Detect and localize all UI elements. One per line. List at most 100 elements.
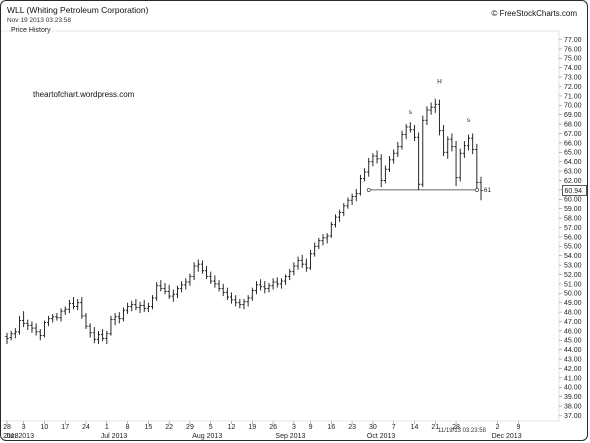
x-tick-label: 1 bbox=[105, 424, 109, 431]
y-tick-label: 51.00 bbox=[564, 281, 582, 288]
ohlc-bar bbox=[192, 262, 196, 281]
timestamp-label: 11/19/13 03:23:58 bbox=[438, 428, 487, 434]
y-tick-label: 77.00 bbox=[564, 37, 582, 44]
ohlc-bar bbox=[441, 125, 446, 157]
ohlc-bar bbox=[475, 143, 479, 189]
ohlc-bar bbox=[184, 278, 188, 290]
month-label: Aug 2013 bbox=[192, 433, 222, 440]
ohlc-bar bbox=[171, 289, 175, 302]
ohlc-bar bbox=[38, 329, 42, 341]
ohlc-bar bbox=[313, 242, 317, 257]
x-tick-label: 2 bbox=[496, 424, 500, 431]
ohlc-bar bbox=[242, 298, 246, 310]
ohlc-bar bbox=[404, 124, 408, 140]
pattern-label: H bbox=[437, 79, 442, 86]
ohlc-bar bbox=[254, 281, 259, 295]
y-tick-label: 46.00 bbox=[564, 328, 582, 335]
month-label: Jun 2013 bbox=[5, 433, 34, 440]
ohlc-bar bbox=[71, 297, 76, 310]
ohlc-bar bbox=[9, 330, 13, 341]
ohlc-bar bbox=[437, 99, 442, 136]
ohlc-bar bbox=[101, 329, 105, 342]
copyright-label: © FreeStockCharts.com bbox=[491, 9, 577, 18]
y-tick-label: 66.00 bbox=[564, 140, 582, 147]
ohlc-bar bbox=[292, 262, 296, 276]
ohlc-bar bbox=[63, 306, 67, 315]
y-tick-label: 70.00 bbox=[564, 103, 582, 110]
month-label: Sep 2013 bbox=[275, 433, 305, 440]
y-tick-label: 45.00 bbox=[564, 338, 582, 345]
y-tick-label: 56.00 bbox=[564, 234, 582, 241]
ohlc-bar bbox=[417, 132, 421, 190]
ohlc-bar bbox=[263, 281, 267, 294]
ohlc-bar bbox=[462, 141, 466, 158]
ohlc-bar bbox=[67, 299, 71, 314]
ohlc-bar bbox=[134, 298, 138, 311]
month-label: Dec 2013 bbox=[492, 433, 522, 440]
x-tick-label: 21 bbox=[431, 424, 439, 431]
ohlc-bar bbox=[400, 130, 404, 150]
ohlc-bar bbox=[229, 292, 234, 304]
x-tick-label: 7 bbox=[392, 424, 396, 431]
y-tick-label: 50.00 bbox=[564, 291, 582, 298]
ohlc-bar bbox=[367, 157, 371, 177]
ohlc-bar bbox=[362, 168, 367, 182]
y-tick-label: 60.00 bbox=[564, 197, 582, 204]
ohlc-bar bbox=[105, 330, 109, 345]
ohlc-bar bbox=[304, 258, 308, 272]
ohlc-bar bbox=[317, 237, 321, 250]
ohlc-bar bbox=[446, 136, 450, 159]
x-tick-label: 28 bbox=[452, 424, 460, 431]
ohlc-bar bbox=[479, 176, 483, 201]
ohlc-bar bbox=[167, 284, 171, 299]
pattern-label: s bbox=[467, 117, 471, 124]
y-tick-label: 69.00 bbox=[564, 112, 582, 119]
x-tick-label: 8 bbox=[126, 424, 130, 431]
y-tick-label: 57.00 bbox=[564, 225, 582, 232]
price-history-label[interactable]: Price History bbox=[11, 27, 51, 34]
x-tick-label: 16 bbox=[327, 424, 335, 431]
y-tick-label: 67.00 bbox=[564, 131, 582, 138]
ohlc-bar bbox=[150, 295, 155, 310]
y-tick-label: 59.00 bbox=[564, 206, 582, 213]
watermark-text: theartofchart.wordpress.com bbox=[33, 90, 135, 99]
x-tick-label: 9 bbox=[309, 424, 313, 431]
y-tick-label: 71.00 bbox=[564, 93, 582, 100]
ohlc-bar bbox=[17, 315, 22, 335]
ohlc-bar bbox=[458, 148, 462, 182]
ohlc-bar bbox=[267, 282, 271, 293]
ohlc-bar bbox=[125, 302, 130, 314]
ohlc-bar bbox=[138, 301, 142, 314]
x-tick-label: 14 bbox=[411, 424, 419, 431]
ohlc-bar bbox=[466, 134, 471, 151]
neckline-end-handle bbox=[474, 187, 479, 192]
ohlc-bar bbox=[271, 278, 275, 290]
y-tick-label: 42.00 bbox=[564, 366, 582, 373]
ohlc-bar bbox=[80, 297, 84, 319]
ohlc-bar bbox=[379, 154, 383, 188]
ohlc-bar bbox=[221, 283, 225, 297]
y-tick-label: 48.00 bbox=[564, 310, 582, 317]
chart-date: Nov 19 2013 03:23:58 bbox=[7, 17, 71, 24]
ohlc-bar bbox=[392, 149, 396, 164]
neckline-start-handle bbox=[366, 187, 371, 192]
ohlc-bar bbox=[5, 332, 9, 345]
y-tick-label: 58.00 bbox=[564, 216, 582, 223]
x-tick-label: 9 bbox=[516, 424, 520, 431]
y-tick-label: 43.00 bbox=[564, 357, 582, 364]
ohlc-bar bbox=[92, 327, 96, 344]
ohlc-bar bbox=[275, 277, 279, 288]
ohlc-bar bbox=[283, 274, 288, 285]
ohlc-bar bbox=[84, 313, 88, 330]
y-tick-label: 64.00 bbox=[564, 159, 582, 166]
ohlc-bar bbox=[163, 282, 167, 295]
ohlc-bar bbox=[76, 298, 80, 311]
y-tick-label: 44.00 bbox=[564, 347, 582, 354]
ohlc-bar bbox=[204, 266, 209, 280]
ohlc-bar bbox=[238, 298, 242, 309]
y-tick-label: 54.00 bbox=[564, 253, 582, 260]
ohlc-bar bbox=[59, 308, 63, 322]
x-tick-label: 26 bbox=[269, 424, 277, 431]
ohlc-bar bbox=[421, 115, 425, 188]
